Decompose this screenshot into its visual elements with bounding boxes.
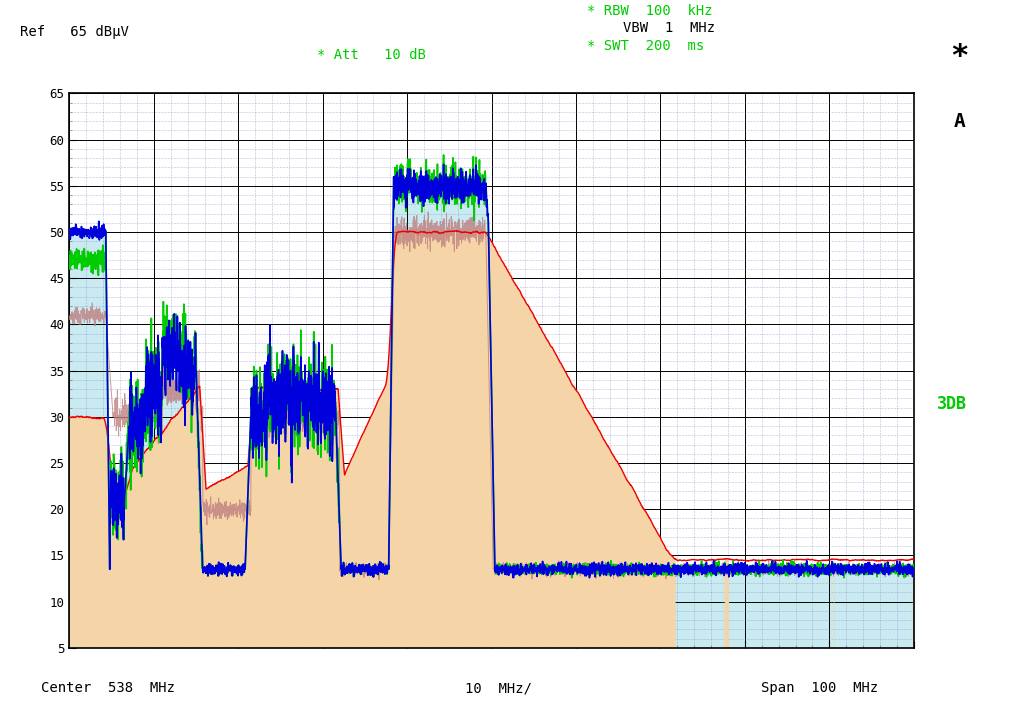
Text: Ref   65 dBµV: Ref 65 dBµV: [20, 25, 130, 39]
Text: A: A: [954, 113, 966, 131]
Text: 10  MHz/: 10 MHz/: [465, 681, 532, 695]
Text: Center  538  MHz: Center 538 MHz: [41, 681, 175, 695]
Text: * Att   10 dB: * Att 10 dB: [317, 48, 426, 62]
Text: * SWT  200  ms: * SWT 200 ms: [587, 39, 704, 53]
Text: * RBW  100  kHz: * RBW 100 kHz: [587, 4, 713, 18]
Text: 3DB: 3DB: [937, 394, 967, 413]
Text: Span  100  MHz: Span 100 MHz: [761, 681, 878, 695]
Text: *: *: [951, 42, 969, 71]
Text: VBW  1  MHz: VBW 1 MHz: [623, 21, 715, 35]
